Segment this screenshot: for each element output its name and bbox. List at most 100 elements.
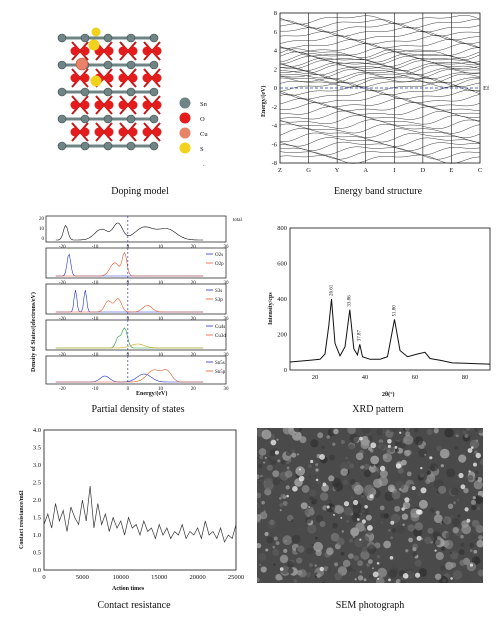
- sn-atom: [80, 33, 90, 43]
- sem-grain: [450, 562, 457, 568]
- band-line: [279, 30, 480, 41]
- sem-grain: [367, 435, 373, 441]
- sem-bright-grain: [395, 463, 402, 469]
- band-line: [279, 66, 481, 76]
- sem-bright-grain: [388, 578, 391, 582]
- sem-grain: [317, 481, 321, 485]
- sem-grain: [279, 576, 283, 581]
- band-line: [279, 34, 481, 45]
- sem-grain: [348, 444, 355, 451]
- o-atom: [94, 127, 104, 137]
- o-atom: [152, 73, 162, 83]
- pdos-xtick: 20: [191, 317, 197, 322]
- sem-grain: [452, 570, 463, 580]
- sem-grain: [436, 536, 441, 540]
- pdos-legend-label: Cu4s: [215, 325, 225, 330]
- xrd-ytick: 800: [277, 225, 287, 232]
- sem-grain: [476, 506, 481, 511]
- sem-grain: [464, 433, 469, 438]
- sem-grain: [309, 489, 317, 497]
- cu-atom: [75, 57, 89, 71]
- sem-grain: [452, 518, 461, 527]
- sem-grain: [259, 511, 268, 520]
- sem-panel: [254, 423, 486, 587]
- sem-grain: [379, 505, 385, 511]
- sn-atom: [149, 114, 159, 124]
- sem-grain: [296, 557, 303, 564]
- sem-bright-grain: [270, 439, 277, 446]
- sem-grain: [426, 428, 433, 436]
- sem-bright-grain: [359, 538, 362, 541]
- sem-grain: [273, 563, 276, 566]
- sem-grain: [478, 535, 483, 540]
- sem-grain: [280, 460, 286, 465]
- sem-grain: [430, 508, 435, 513]
- sem-grain: [264, 456, 267, 460]
- sem-bright-grain: [353, 499, 359, 506]
- sem-grain: [295, 466, 305, 476]
- sem-grain: [475, 477, 478, 481]
- sem-grain: [348, 486, 351, 490]
- sem-bright-grain: [394, 446, 398, 449]
- sem-grain: [305, 517, 312, 524]
- sem-grain: [447, 503, 454, 509]
- sem-grain: [348, 553, 354, 559]
- sem-bright-grain: [359, 436, 363, 441]
- sn-atom: [80, 87, 90, 97]
- pdos-xtick: -10: [92, 245, 99, 250]
- sn-atom: [126, 60, 136, 70]
- band-line: [279, 47, 481, 57]
- sem-grain: [346, 565, 353, 572]
- sem-grain: [316, 573, 321, 578]
- sn-atom: [57, 60, 67, 70]
- sem-grain: [346, 520, 350, 523]
- cr-xtick: 10000: [113, 574, 129, 581]
- sem-grain: [404, 504, 409, 508]
- legend-swatch-cu: [179, 127, 191, 139]
- sem-grain: [427, 527, 434, 534]
- cr-ytick: 2.0: [33, 497, 41, 504]
- band-line: [280, 106, 481, 116]
- sem-grain: [450, 551, 453, 555]
- sem-photograph: [254, 423, 486, 587]
- pdos-xtick: 0: [127, 281, 130, 286]
- legend-label-sn: Sn: [200, 101, 208, 108]
- sem-grain: [452, 527, 459, 534]
- sem-bright-grain: [473, 462, 477, 467]
- sem-grain: [259, 455, 263, 460]
- band-line: [279, 128, 481, 139]
- sem-grain: [462, 430, 467, 435]
- sem-grain: [310, 439, 319, 448]
- sem-grain: [423, 444, 431, 452]
- sem-bright-grain: [460, 484, 466, 490]
- sem-grain: [457, 514, 461, 518]
- sem-grain: [450, 514, 454, 518]
- pdos-xtick: -10: [92, 353, 99, 358]
- sem-grain: [465, 426, 471, 431]
- band-ytick: -2: [272, 104, 277, 111]
- sem-grain: [433, 514, 443, 523]
- sem-grain: [414, 522, 423, 531]
- sem-grain: [405, 549, 409, 553]
- sem-grain: [258, 477, 265, 484]
- sem-grain: [329, 454, 335, 461]
- sem-grain: [408, 537, 413, 543]
- pdos-legend-label: Sn5s: [215, 361, 225, 366]
- sem-grain: [327, 567, 332, 573]
- sem-grain: [349, 433, 359, 444]
- pdos-subplot-frame: [45, 215, 227, 243]
- cr-ytick: 4.0: [33, 427, 41, 434]
- sem-grain: [256, 543, 262, 549]
- kpoint-label: D: [421, 167, 426, 174]
- xrd-xlabel: 2θ(°): [382, 391, 395, 398]
- sem-bright-grain: [387, 444, 391, 448]
- xrd-ytick: 600: [277, 261, 287, 268]
- sem-bright-grain: [370, 442, 377, 449]
- sem-bright-grain: [343, 501, 350, 507]
- sem-grain: [299, 436, 307, 444]
- xrd-peak-label: 26.61: [330, 284, 335, 296]
- caption-sem: SEM photograph: [335, 600, 405, 611]
- pdos-xtick: 0: [127, 245, 130, 250]
- sem-grain: [475, 470, 479, 474]
- sem-grain: [374, 542, 381, 549]
